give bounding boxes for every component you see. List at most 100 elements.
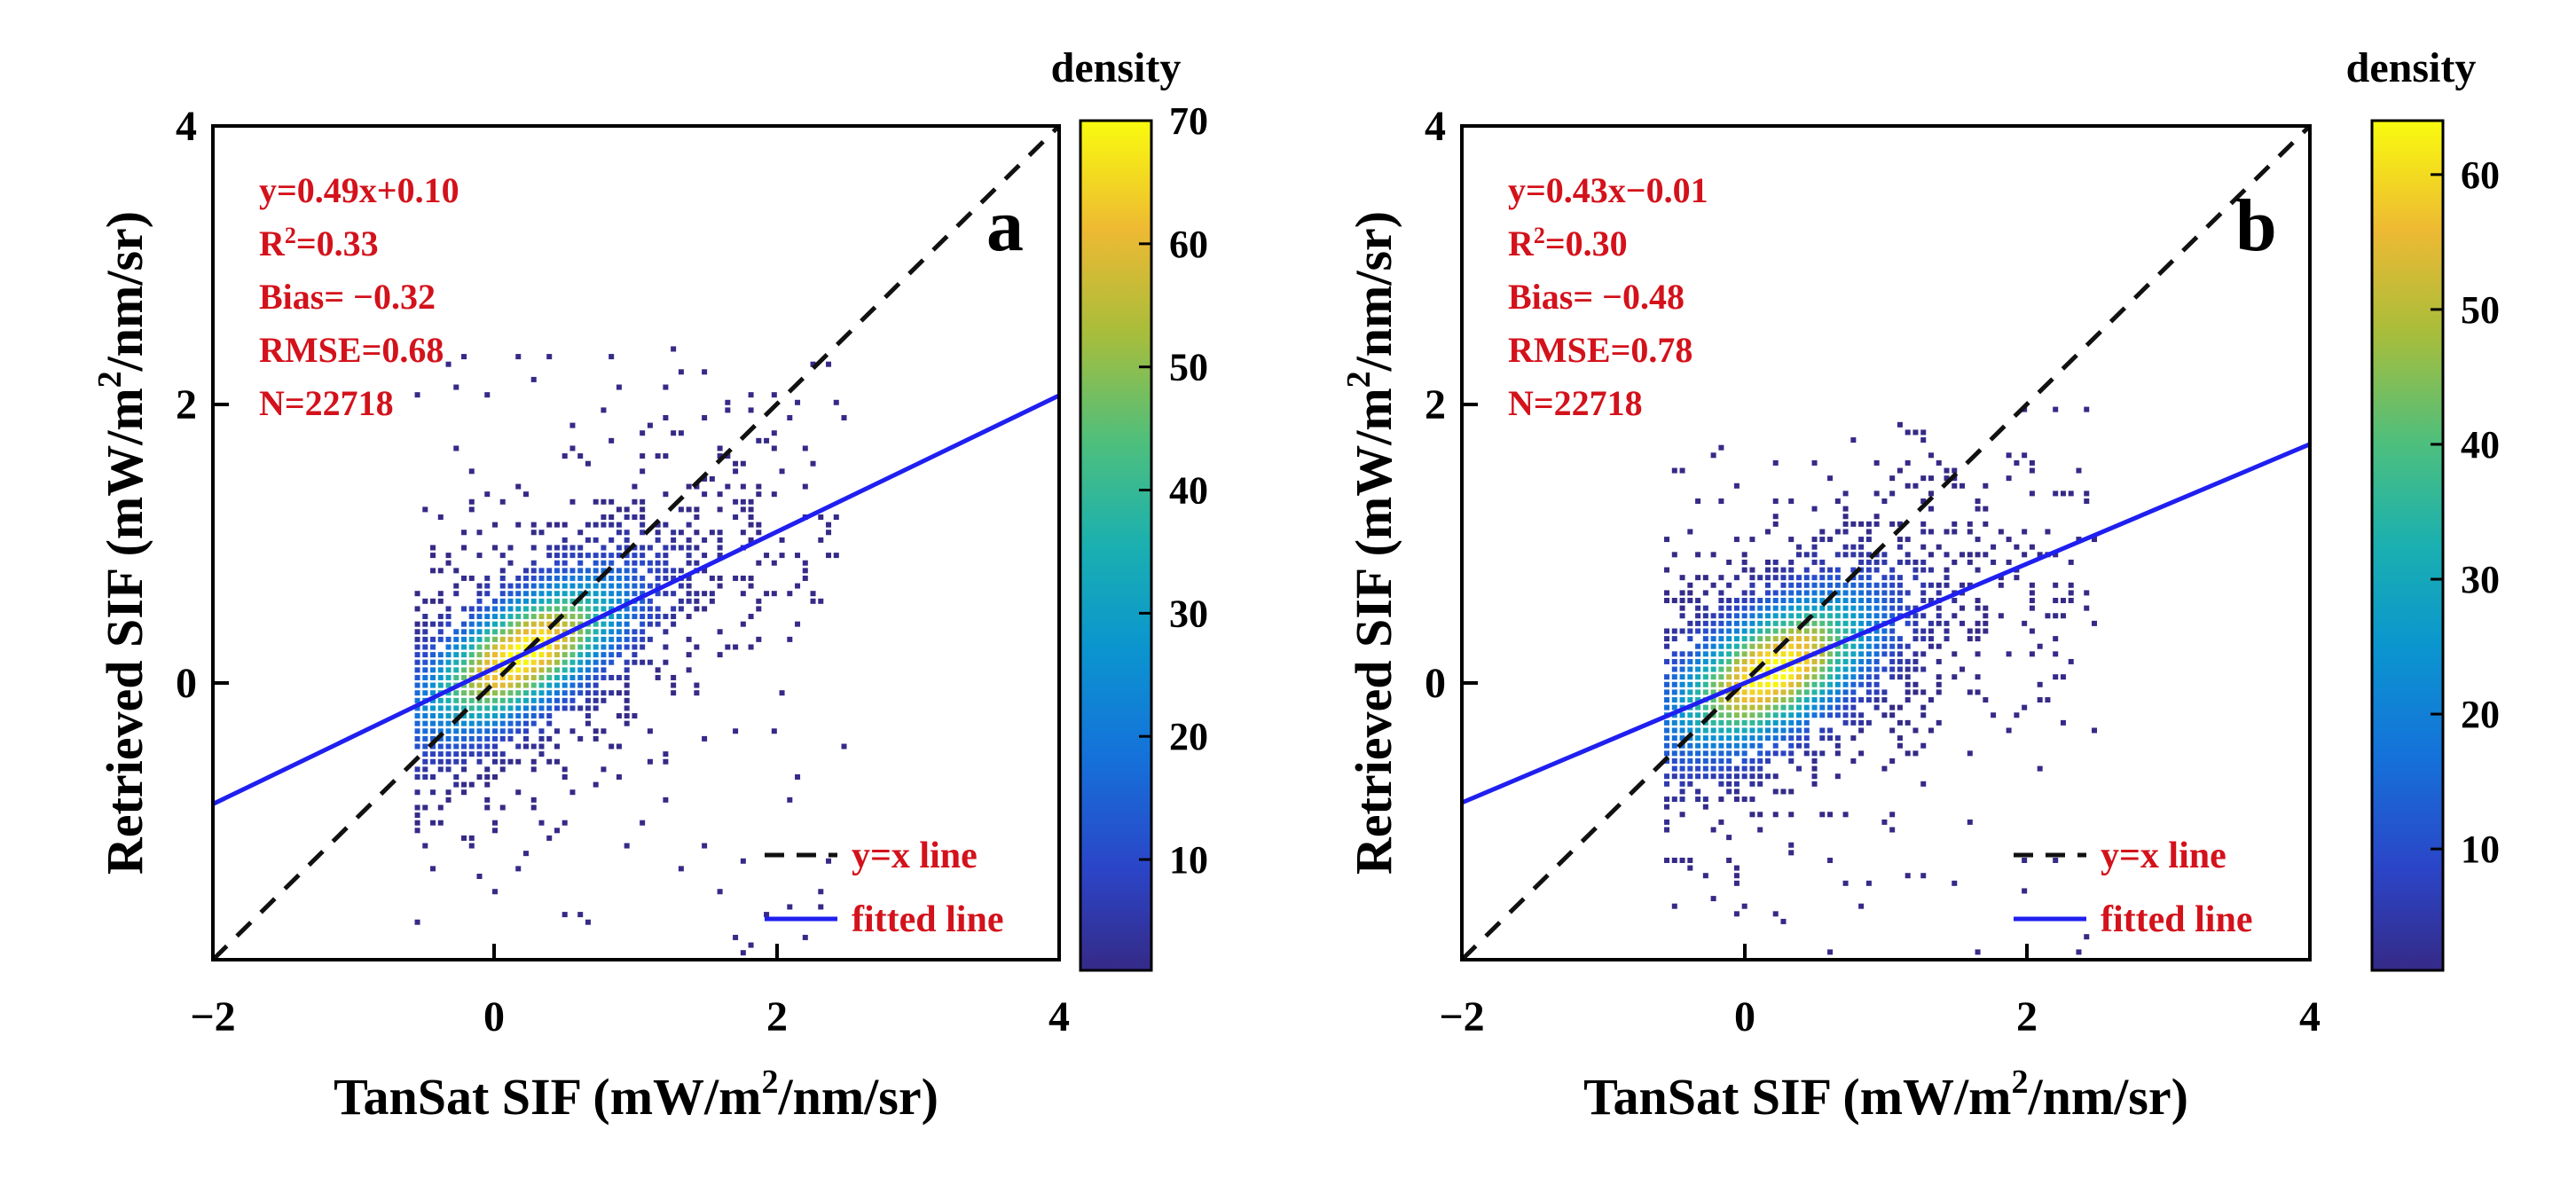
panel-a-point xyxy=(445,659,452,665)
panel-b-point xyxy=(2006,537,2012,543)
panel-b-point xyxy=(1710,735,1716,742)
panel-b-point xyxy=(1733,613,1740,619)
panel-b-point xyxy=(1764,735,1771,742)
panel-b-point xyxy=(2076,467,2082,474)
panel-a-point xyxy=(430,553,436,559)
panel-b-point xyxy=(1733,789,1740,795)
panel-b-point xyxy=(1749,636,1755,642)
panel-a-point xyxy=(640,453,646,459)
panel-b-point xyxy=(1991,544,1997,550)
panel-a-point xyxy=(818,904,824,910)
panel-b-point xyxy=(2053,857,2059,863)
panel-b-point xyxy=(1726,582,1732,588)
panel-a-point xyxy=(422,614,428,620)
panel-a-point xyxy=(414,690,420,696)
panel-b-point xyxy=(1726,689,1732,695)
panel-b-point xyxy=(2029,605,2035,611)
panel-b-point xyxy=(2068,658,2074,664)
panel-b-point xyxy=(1702,797,1708,803)
panel-a-point xyxy=(647,614,653,620)
panel-b-point xyxy=(1858,598,1865,604)
panel-a-point xyxy=(546,583,553,589)
panel-b-point xyxy=(2068,490,2074,497)
panel-a-point xyxy=(771,591,777,597)
panel-b-point xyxy=(1741,605,1747,611)
panel-b-point xyxy=(1944,475,1950,482)
panel-a-point xyxy=(779,537,785,543)
panel-a-point xyxy=(507,705,514,711)
panel-a-point xyxy=(499,583,506,589)
panel-b-point xyxy=(1695,643,1701,649)
panel-b-point xyxy=(1733,911,1740,917)
panel-b-point xyxy=(1811,750,1818,757)
panel-b-point xyxy=(2029,490,2035,497)
panel-b-point xyxy=(1710,757,1716,764)
panel-b-point xyxy=(2053,674,2059,680)
panel-b-point xyxy=(1897,643,1903,649)
panel-b-point xyxy=(1803,651,1810,657)
panel-b-point xyxy=(1881,689,1888,695)
panel-b-point xyxy=(1710,613,1716,619)
panel-b-point xyxy=(1897,559,1903,565)
panel-b-point xyxy=(2084,605,2090,611)
panel-a-point xyxy=(414,629,420,635)
panel-a-point xyxy=(624,614,630,620)
panel-b-point xyxy=(1749,575,1755,581)
panel-b-point xyxy=(1842,666,1849,672)
panel-a-point xyxy=(507,690,514,696)
panel-a-point xyxy=(725,483,731,490)
panel-b-point xyxy=(1920,429,1927,436)
panel-b-point xyxy=(1796,666,1802,672)
panel-b-point xyxy=(1905,658,1911,664)
panel-a-point xyxy=(577,453,584,459)
panel-a-point xyxy=(771,445,777,451)
panel-b-point xyxy=(1764,674,1771,680)
panel-b-point xyxy=(1764,704,1771,710)
panel-a-point xyxy=(577,598,584,604)
panel-b-point xyxy=(1952,521,1958,527)
panel-a-point xyxy=(445,797,452,803)
panel-a-point xyxy=(748,942,754,948)
panel-a-point xyxy=(515,354,522,360)
panel-a-point xyxy=(616,553,622,559)
panel-a-point xyxy=(554,545,560,551)
panel-b-point xyxy=(1983,521,1989,527)
panel-a-point xyxy=(717,491,723,498)
panel-b-point xyxy=(1873,582,1880,588)
panel-b-point xyxy=(1858,575,1865,581)
panel-b-point xyxy=(1944,529,1950,535)
panel-a-point xyxy=(422,705,428,711)
panel-a-point xyxy=(515,614,522,620)
panel-b-point xyxy=(1671,765,1677,772)
panel-a-point xyxy=(585,553,591,559)
panel-b-point xyxy=(1975,628,1981,634)
panel-b-point xyxy=(1741,735,1747,742)
panel-b-point xyxy=(1827,658,1834,664)
panel-b-point xyxy=(1788,636,1795,642)
panel-b-point xyxy=(1897,666,1903,672)
panel-a-point xyxy=(484,751,491,757)
panel-b-point xyxy=(1959,582,1966,588)
panel-b-point xyxy=(1967,636,1973,642)
panel-b-point xyxy=(2076,949,2082,955)
panel-a-point xyxy=(787,415,793,420)
panel-a-point xyxy=(593,498,599,505)
panel-a-point xyxy=(740,498,746,505)
panel-a-point xyxy=(577,583,584,589)
panel-b-point xyxy=(1741,636,1747,642)
panel-b-point xyxy=(1975,949,1981,955)
panel-a-point xyxy=(640,636,646,642)
panel-b-point xyxy=(1702,636,1708,642)
panel-b-point xyxy=(1928,620,1934,626)
panel-b-point xyxy=(1936,544,1942,550)
panel-a-point xyxy=(507,713,514,719)
panel-a-point xyxy=(601,629,607,635)
panel-a-point xyxy=(430,636,436,642)
panel-a-ytick: 2 xyxy=(176,381,197,428)
panel-a-point xyxy=(655,575,661,581)
panel-a-point xyxy=(609,659,615,665)
panel-b-point xyxy=(1865,582,1872,588)
panel-a-point xyxy=(522,682,529,688)
panel-b-point xyxy=(1788,582,1795,588)
panel-a-point xyxy=(593,652,599,658)
